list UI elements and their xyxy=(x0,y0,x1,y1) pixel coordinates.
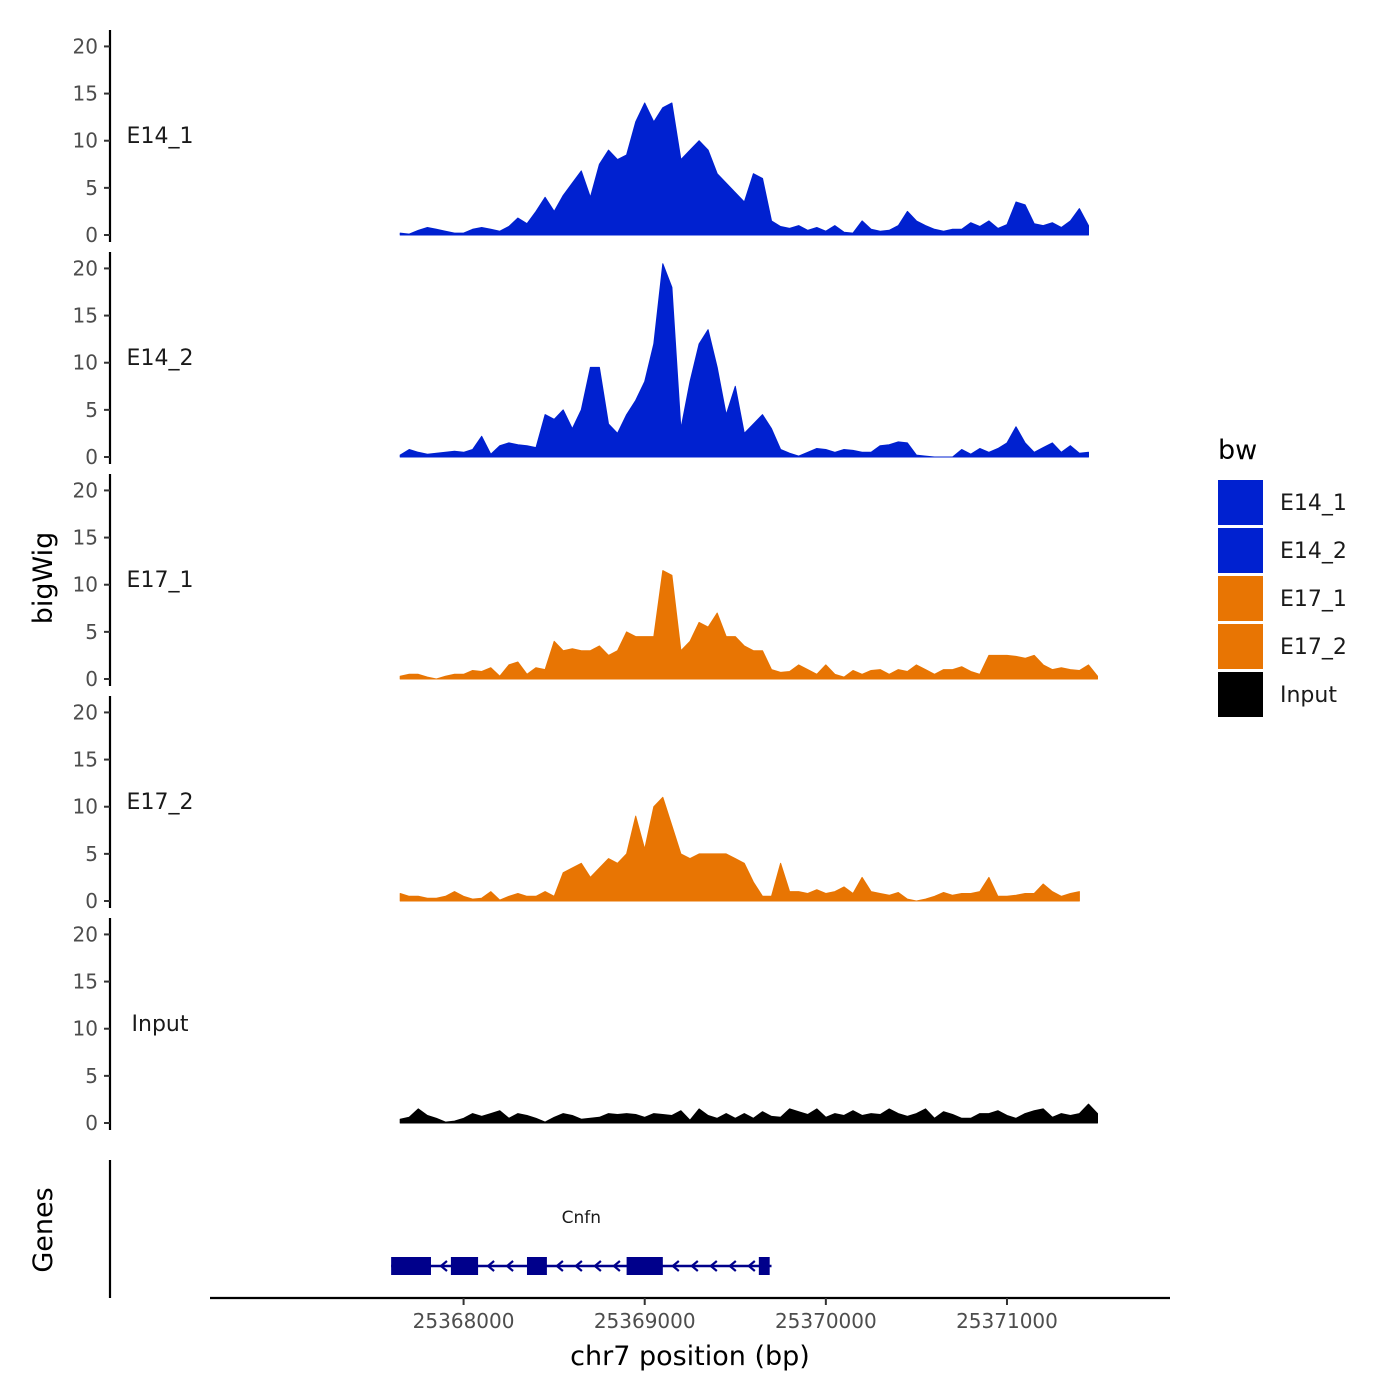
gene-exon xyxy=(526,1257,547,1275)
legend-swatch xyxy=(1218,576,1263,621)
gene-name-label: Cnfn xyxy=(562,1208,601,1228)
series-area-e17-1 xyxy=(399,570,1098,680)
track-panel-e17-1: 0 5 10 15 20 E17_1 xyxy=(73,474,1098,691)
y-tick-label: 15 xyxy=(73,82,98,106)
y-tick-label: 10 xyxy=(73,795,98,819)
x-axis: 25368000 25369000 25370000 25371000 xyxy=(210,1296,1170,1333)
legend-label: Input xyxy=(1280,683,1337,708)
legend-label: E17_1 xyxy=(1280,587,1347,612)
gene-track-title: Genes xyxy=(28,1187,59,1272)
y-tick-label: 0 xyxy=(85,223,98,247)
y-tick-label: 0 xyxy=(85,889,98,913)
x-tick-label: 25370000 xyxy=(775,1309,877,1333)
y-tick-label: 20 xyxy=(73,34,98,58)
y-tick-label: 10 xyxy=(73,129,98,153)
y-tick-label: 10 xyxy=(73,1017,98,1041)
y-tick-label: 15 xyxy=(73,526,98,550)
y-tick-label: 0 xyxy=(85,1111,98,1135)
strand-arrow xyxy=(709,1260,718,1272)
y-tick-label: 5 xyxy=(85,842,98,866)
strand-arrow xyxy=(555,1260,564,1272)
track-label: E14_1 xyxy=(127,124,194,149)
strand-arrow xyxy=(690,1260,699,1272)
series-area-e17-2 xyxy=(399,796,1080,902)
legend-swatch xyxy=(1218,528,1263,573)
strand-arrow xyxy=(671,1260,680,1272)
y-tick-label: 5 xyxy=(85,1064,98,1088)
y-tick-label: 20 xyxy=(73,700,98,724)
strand-arrow xyxy=(593,1260,602,1272)
gene-exon xyxy=(758,1257,770,1275)
legend: bw E14_1 E14_2 E17_1 E17_2 Input xyxy=(1218,435,1347,717)
strand-arrow xyxy=(439,1260,448,1272)
strand-arrow xyxy=(747,1260,756,1272)
y-tick-label: 0 xyxy=(85,445,98,469)
track-panel-e17-2: 0 5 10 15 20 E17_2 xyxy=(73,696,1080,913)
track-label: E17_2 xyxy=(127,790,194,815)
x-tick-label: 25368000 xyxy=(413,1309,515,1333)
y-tick-label: 15 xyxy=(73,970,98,994)
series-area-input xyxy=(399,1103,1098,1124)
track-panel-e14-1: 0 5 10 15 20 E14_1 xyxy=(73,30,1089,247)
legend-label: E14_2 xyxy=(1280,539,1347,564)
y-tick-label: 10 xyxy=(73,573,98,597)
y-tick-label: 20 xyxy=(73,922,98,946)
y-tick-label: 20 xyxy=(73,478,98,502)
track-label: E17_1 xyxy=(127,568,194,593)
track-label: E14_2 xyxy=(127,346,194,371)
strand-arrow xyxy=(486,1260,495,1272)
gene-exon xyxy=(450,1257,479,1275)
gene-exon xyxy=(626,1257,663,1275)
legend-swatch xyxy=(1218,624,1263,669)
gene-track: Cnfn xyxy=(108,1160,772,1298)
strand-arrow xyxy=(728,1260,737,1272)
gene-exon xyxy=(391,1257,431,1275)
legend-swatch xyxy=(1218,672,1263,717)
x-tick-label: 25369000 xyxy=(594,1309,696,1333)
track-label: Input xyxy=(132,1012,189,1037)
series-area-e14-1 xyxy=(399,102,1089,236)
track-panels: 05101520E14_105101520E14_205101520E17_10… xyxy=(73,30,1098,1135)
strand-arrow xyxy=(612,1260,621,1272)
y-tick-label: 15 xyxy=(73,748,98,772)
track-panel-input: 0 5 10 15 20 Input xyxy=(73,918,1098,1135)
y-tick-label: 15 xyxy=(73,304,98,328)
legend-title: bw xyxy=(1218,435,1257,466)
y-tick-label: 5 xyxy=(85,176,98,200)
y-tick-label: 5 xyxy=(85,620,98,644)
y-tick-label: 5 xyxy=(85,398,98,422)
y-tick-label: 20 xyxy=(73,256,98,280)
y-axis-title: bigWig xyxy=(28,532,59,625)
legend-label: E17_2 xyxy=(1280,635,1347,660)
series-area-e14-2 xyxy=(399,263,1089,458)
strand-arrow xyxy=(574,1260,583,1272)
x-tick-label: 25371000 xyxy=(956,1309,1058,1333)
y-tick-label: 10 xyxy=(73,351,98,375)
y-tick-label: 0 xyxy=(85,667,98,691)
legend-label: E14_1 xyxy=(1280,491,1347,516)
strand-arrow xyxy=(505,1260,514,1272)
x-axis-title: chr7 position (bp) xyxy=(570,1341,810,1372)
track-panel-e14-2: 0 5 10 15 20 E14_2 xyxy=(73,252,1089,469)
legend-swatch xyxy=(1218,480,1263,525)
